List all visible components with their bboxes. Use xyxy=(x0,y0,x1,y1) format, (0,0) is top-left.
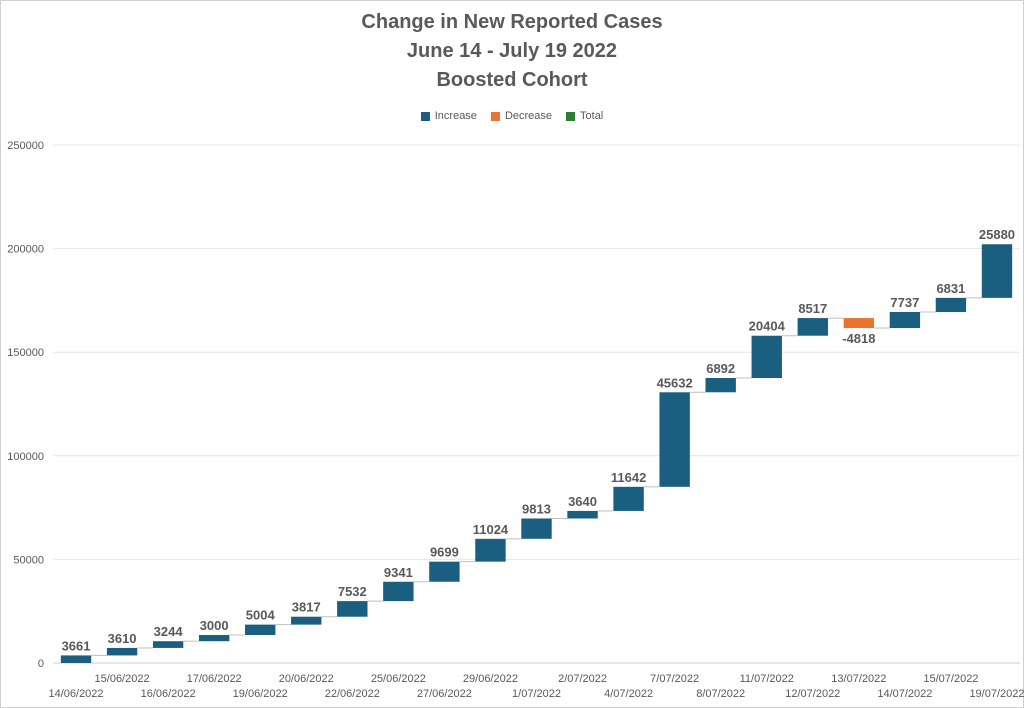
x-tick-label: 22/06/2022 xyxy=(325,688,380,700)
data-label: 7737 xyxy=(890,295,919,310)
waterfall-bar xyxy=(429,561,460,582)
data-label: 8517 xyxy=(798,301,827,316)
data-label: 5004 xyxy=(246,608,276,623)
waterfall-bar xyxy=(60,655,92,663)
data-label: 7532 xyxy=(338,584,367,599)
waterfall-bar xyxy=(291,616,322,625)
data-label: 9813 xyxy=(522,501,551,516)
legend-item-decrease: Decrease xyxy=(490,110,553,122)
waterfall-bar xyxy=(337,601,368,617)
waterfall-bar xyxy=(981,244,1013,298)
waterfall-bar xyxy=(705,377,736,393)
chart-title-line-1: Change in New Reported Cases xyxy=(361,11,663,33)
x-tick-label: 13/07/2022 xyxy=(831,673,886,685)
waterfall-bar xyxy=(152,641,184,648)
legend-label-decrease: Decrease xyxy=(504,110,553,122)
legend-label-increase: Increase xyxy=(434,110,477,122)
x-tick-label: 25/06/2022 xyxy=(371,673,426,685)
waterfall-bar xyxy=(659,392,690,487)
waterfall-bar xyxy=(106,647,138,656)
waterfall-bar xyxy=(567,510,598,519)
legend-item-total: Total xyxy=(566,110,603,122)
data-label: 6831 xyxy=(936,281,965,296)
x-tick-label: 12/07/2022 xyxy=(785,688,840,700)
x-tick-label: 17/06/2022 xyxy=(187,673,242,685)
data-label: 20404 xyxy=(749,319,786,334)
chart-title-line-2: June 14 - July 19 2022 xyxy=(406,40,618,62)
y-tick-label: 0 xyxy=(38,658,44,670)
waterfall-bar xyxy=(613,486,644,511)
y-tick-label: 100000 xyxy=(7,451,44,463)
y-tick-label: 200000 xyxy=(7,244,44,256)
waterfall-bar xyxy=(843,318,875,329)
x-tick-label: 4/07/2022 xyxy=(604,688,653,700)
waterfall-bar xyxy=(935,297,967,313)
legend-swatch-increase xyxy=(420,111,430,121)
waterfall-bar xyxy=(751,335,782,378)
data-label: 6892 xyxy=(706,361,735,376)
legend-item-increase: Increase xyxy=(420,110,477,122)
x-tick-label: 16/06/2022 xyxy=(141,688,196,700)
x-tick-label: 19/07/2022 xyxy=(969,688,1024,700)
waterfall-bar xyxy=(198,634,230,642)
data-label: 45632 xyxy=(657,375,693,390)
x-tick-label: 14/06/2022 xyxy=(48,688,103,700)
x-tick-label: 7/07/2022 xyxy=(650,673,699,685)
x-tick-label: 11/07/2022 xyxy=(740,673,794,685)
chart-legend: Increase Decrease Total xyxy=(0,110,1024,122)
legend-swatch-decrease xyxy=(490,111,500,121)
chart-title: Change in New Reported Cases June 14 - J… xyxy=(0,8,1024,95)
data-label: 3661 xyxy=(62,638,91,653)
waterfall-bar xyxy=(889,312,921,329)
x-tick-label: 8/07/2022 xyxy=(696,688,745,700)
data-label: -4818 xyxy=(842,331,875,346)
x-tick-label: 29/06/2022 xyxy=(463,673,518,685)
waterfall-bar xyxy=(521,518,552,539)
x-tick-label: 1/07/2022 xyxy=(512,688,561,700)
x-tick-label: 19/06/2022 xyxy=(233,688,288,700)
waterfall-bar xyxy=(383,581,414,602)
waterfall-bar xyxy=(245,624,276,635)
legend-swatch-total xyxy=(566,111,576,121)
waterfall-bar xyxy=(797,318,828,336)
x-tick-label: 14/07/2022 xyxy=(877,688,932,700)
data-label: 3244 xyxy=(154,624,184,639)
chart-title-line-3: Boosted Cohort xyxy=(436,69,588,91)
data-label: 25880 xyxy=(979,227,1015,242)
x-tick-label: 27/06/2022 xyxy=(417,688,472,700)
data-label: 3000 xyxy=(200,618,229,633)
data-label: 11642 xyxy=(611,470,646,485)
data-label: 9699 xyxy=(430,545,459,560)
data-label: 3817 xyxy=(292,600,321,615)
x-tick-label: 15/06/2022 xyxy=(95,673,150,685)
x-tick-label: 2/07/2022 xyxy=(558,673,607,685)
data-label: 3610 xyxy=(108,631,137,646)
legend-label-total: Total xyxy=(580,110,604,122)
y-tick-label: 150000 xyxy=(7,347,44,359)
data-label: 11024 xyxy=(473,522,509,537)
data-label: 9341 xyxy=(384,565,413,580)
y-tick-label: 250000 xyxy=(7,140,44,152)
y-tick-label: 50000 xyxy=(13,554,44,566)
waterfall-bar xyxy=(475,538,506,562)
data-label: 3640 xyxy=(568,494,597,509)
x-tick-label: 20/06/2022 xyxy=(279,673,334,685)
x-tick-label: 15/07/2022 xyxy=(923,673,978,685)
